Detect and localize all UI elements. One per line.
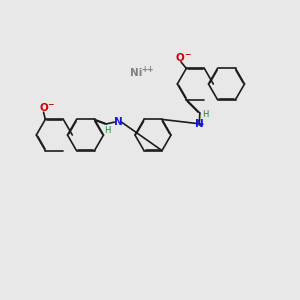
Text: O: O (39, 103, 48, 113)
Text: −: − (47, 100, 54, 109)
Text: H: H (104, 126, 111, 135)
Text: O: O (175, 52, 184, 63)
Text: H: H (202, 110, 208, 119)
Text: N: N (195, 119, 204, 130)
Text: N: N (113, 117, 122, 127)
Text: −: − (184, 50, 190, 59)
Text: Ni: Ni (130, 68, 143, 79)
Text: ++: ++ (142, 65, 154, 74)
